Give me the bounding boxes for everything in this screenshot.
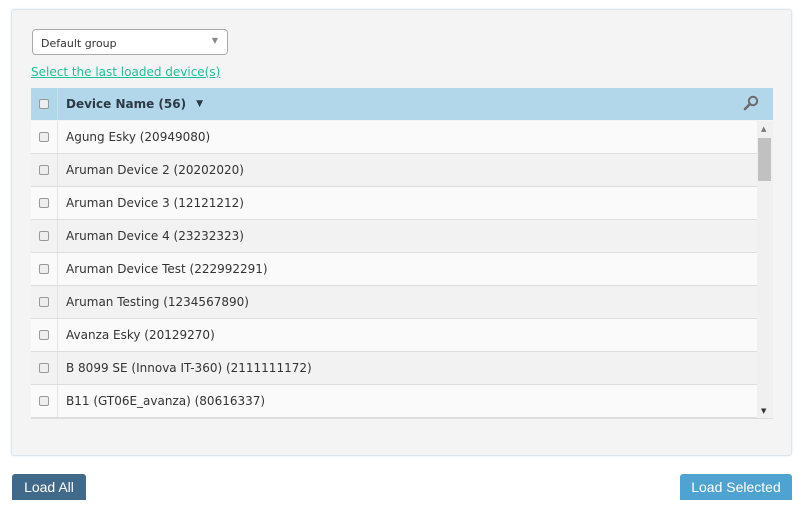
device-name: Aruman Device 4 (23232323) [66,229,244,243]
scroll-down-icon[interactable]: ▼ [761,407,767,415]
group-select-value: Default group [41,37,117,50]
load-all-button[interactable]: Load All [12,474,86,500]
device-table: Device Name (56) ▼ Agung Esky (20949080)… [31,88,773,419]
device-panel: Default group ▼ Select the last loaded d… [11,9,792,456]
row-checkbox[interactable] [39,132,49,142]
device-name: Aruman Device Test (222992291) [66,262,268,276]
row-checkbox[interactable] [39,264,49,274]
select-all-checkbox[interactable] [39,99,49,109]
chevron-down-icon: ▼ [211,36,218,45]
device-name: B 8099 SE (Innova IT-360) (2111111172) [66,361,312,375]
group-select[interactable]: Default group ▼ [32,29,228,55]
scrollbar[interactable]: ▲ ▼ [757,121,773,418]
table-row[interactable]: B 8099 SE (Innova IT-360) (2111111172) [31,352,757,385]
row-checkbox[interactable] [39,330,49,340]
search-icon[interactable] [743,95,759,111]
table-row[interactable]: Aruman Device Test (222992291) [31,253,757,286]
device-name: Aruman Device 2 (20202020) [66,163,244,177]
row-checkbox[interactable] [39,165,49,175]
table-row[interactable]: Aruman Device 2 (20202020) [31,154,757,187]
table-row[interactable]: Aruman Device 4 (23232323) [31,220,757,253]
row-checkbox[interactable] [39,231,49,241]
row-checkbox[interactable] [39,363,49,373]
table-row[interactable]: Aruman Testing (1234567890) [31,286,757,319]
table-row[interactable]: B11 (GT06E_avanza) (80616337) [31,385,757,418]
device-name: Avanza Esky (20129270) [66,328,215,342]
select-last-loaded-link[interactable]: Select the last loaded device(s) [31,65,221,79]
scroll-thumb[interactable] [758,138,771,181]
device-name-header[interactable]: Device Name (56) [66,97,187,111]
scroll-up-icon[interactable]: ▲ [761,125,767,133]
table-header: Device Name (56) ▼ [31,88,773,120]
device-name: B11 (GT06E_avanza) (80616337) [66,394,266,408]
device-name: Aruman Testing (1234567890) [66,295,249,309]
device-name: Aruman Device 3 (12121212) [66,196,244,210]
device-name: Agung Esky (20949080) [66,130,211,144]
sort-down-icon[interactable]: ▼ [196,99,204,109]
row-checkbox[interactable] [39,198,49,208]
device-list: Agung Esky (20949080) Aruman Device 2 (20… [31,121,757,418]
row-checkbox[interactable] [39,396,49,406]
table-row[interactable]: Agung Esky (20949080) [31,121,757,154]
table-row[interactable]: Avanza Esky (20129270) [31,319,757,352]
row-checkbox[interactable] [39,297,49,307]
table-row[interactable]: Aruman Device 3 (12121212) [31,187,757,220]
load-selected-button[interactable]: Load Selected [680,474,792,500]
